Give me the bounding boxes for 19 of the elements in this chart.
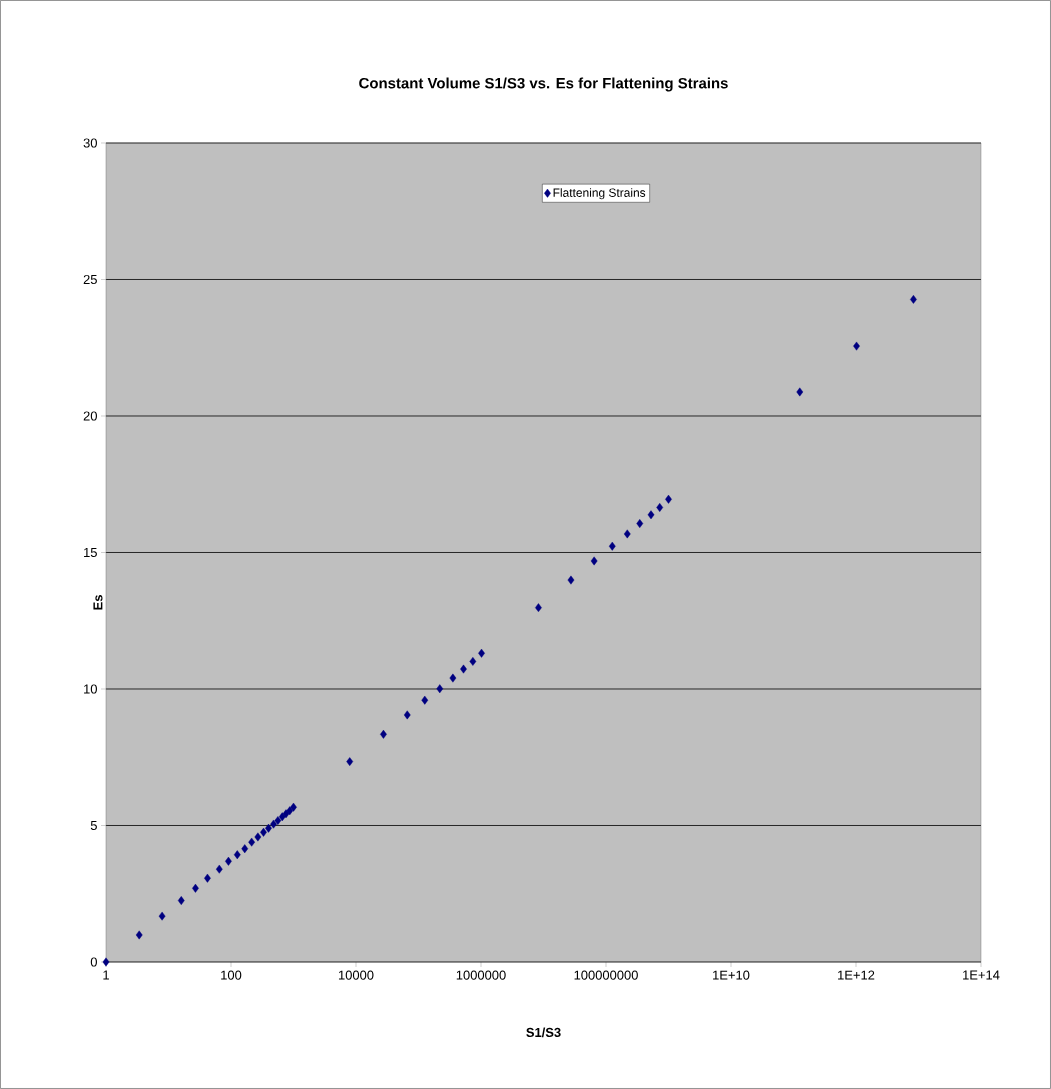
x-tick-label: 1E+14 [963, 970, 1000, 980]
y-axis-title: Es [93, 595, 103, 610]
x-axis-title: S1/S3 [526, 1027, 561, 1038]
y-tick-label: 20 [83, 411, 97, 421]
x-tick-label: 10000 [338, 970, 374, 980]
x-tick-label: 1E+10 [713, 970, 750, 980]
x-tick-label: 100000000 [574, 970, 638, 980]
x-tick-label: 1E+12 [838, 970, 875, 980]
x-tick-label: 1000000 [456, 970, 506, 980]
legend-label: Flattening Strains [553, 188, 646, 200]
y-tick-label: 5 [90, 820, 97, 831]
y-tick-label: 0 [90, 957, 97, 967]
y-tick-label: 10 [84, 684, 97, 694]
x-tick-label: 1 [103, 970, 109, 980]
y-tick-label: 30 [83, 138, 97, 148]
x-tick-label: 100 [221, 970, 242, 980]
y-tick-label: 25 [83, 274, 97, 285]
chart-title: Constant Volume S1/S3 vs. Es for Flattening Strains [359, 77, 728, 92]
y-tick-label: 15 [84, 547, 97, 558]
